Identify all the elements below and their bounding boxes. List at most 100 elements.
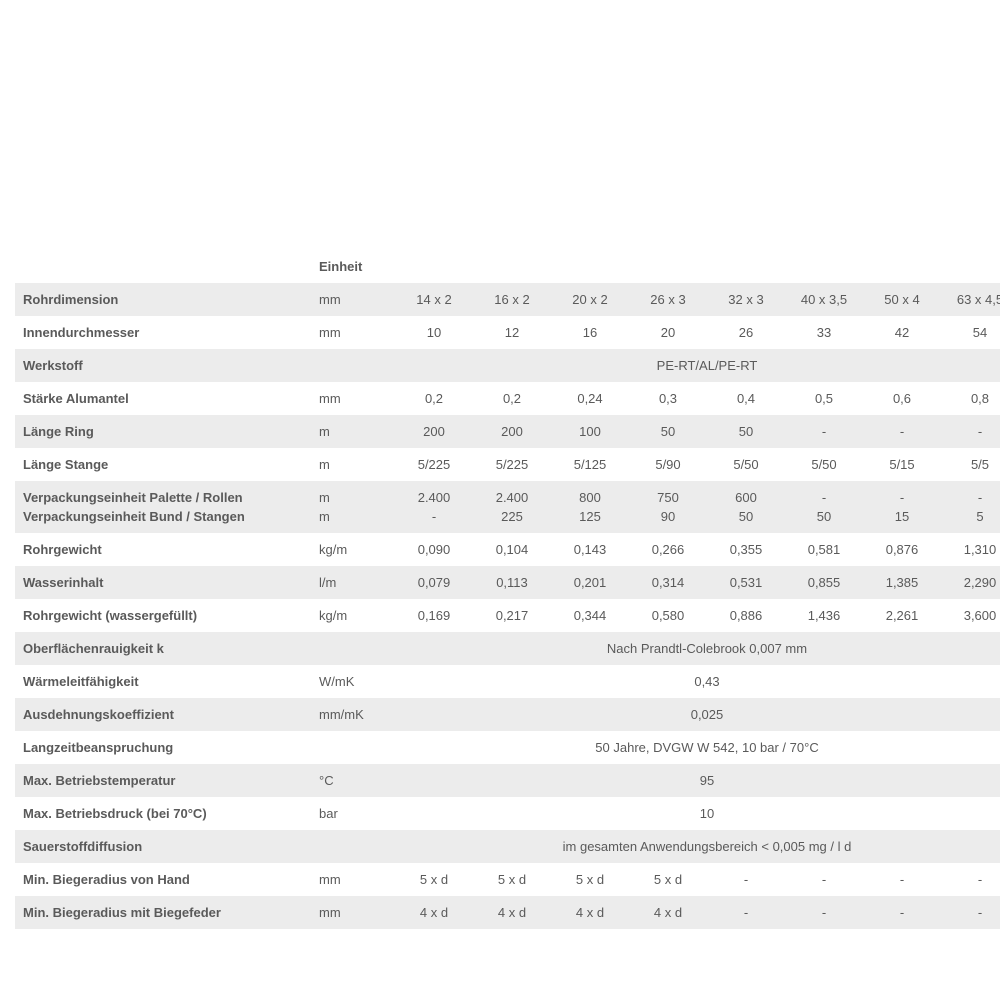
row-value: 750 — [629, 481, 707, 507]
row-unit: mm — [315, 316, 395, 349]
row-value: 200 — [473, 415, 551, 448]
row-label: Verpackungseinheit Bund / Stangen — [15, 507, 315, 533]
row-value: - — [785, 896, 863, 929]
table-row: Oberflächenrauigkeit kNach Prandtl-Coleb… — [15, 632, 1000, 665]
row-unit: l/m — [315, 566, 395, 599]
row-unit: mm — [315, 382, 395, 415]
row-label: Rohrgewicht (wassergefüllt) — [15, 599, 315, 632]
row-value: 15 — [863, 507, 941, 533]
table-row: Sauerstoffdiffusionim gesamten Anwendung… — [15, 830, 1000, 863]
row-label: Min. Biegeradius mit Biegefeder — [15, 896, 315, 929]
row-span-value: Nach Prandtl-Colebrook 0,007 mm — [395, 632, 1000, 665]
row-value: - — [941, 896, 1000, 929]
row-label: Rohrdimension — [15, 283, 315, 316]
row-value: 100 — [551, 415, 629, 448]
row-value: 0,24 — [551, 382, 629, 415]
row-value: 26 — [707, 316, 785, 349]
header-col — [785, 250, 863, 283]
row-value: 0,090 — [395, 533, 473, 566]
row-value: 0,143 — [551, 533, 629, 566]
row-value: 50 — [707, 415, 785, 448]
row-label: Sauerstoffdiffusion — [15, 830, 315, 863]
row-value: - — [785, 481, 863, 507]
table-row: Ausdehnungskoeffizientmm/mK0,025 — [15, 698, 1000, 731]
row-value: 5/125 — [551, 448, 629, 481]
row-value: - — [863, 481, 941, 507]
row-value: 0,886 — [707, 599, 785, 632]
row-label: Länge Ring — [15, 415, 315, 448]
row-label: Stärke Alumantel — [15, 382, 315, 415]
row-span-value: 95 — [395, 764, 1000, 797]
table-row: Min. Biegeradius von Handmm5 x d5 x d5 x… — [15, 863, 1000, 896]
row-value: 2.400 — [473, 481, 551, 507]
row-unit: mm — [315, 863, 395, 896]
table-row: Min. Biegeradius mit Biegefedermm4 x d4 … — [15, 896, 1000, 929]
row-value: 54 — [941, 316, 1000, 349]
table-row: Stärke Alumantelmm0,20,20,240,30,40,50,6… — [15, 382, 1000, 415]
row-unit: W/mK — [315, 665, 395, 698]
row-value: 12 — [473, 316, 551, 349]
row-unit: mm — [315, 896, 395, 929]
row-value: 50 — [707, 507, 785, 533]
table-row: Innendurchmessermm1012162026334254 — [15, 316, 1000, 349]
row-value: 14 x 2 — [395, 283, 473, 316]
row-value: 0,104 — [473, 533, 551, 566]
table-row: WerkstoffPE-RT/AL/PE-RT — [15, 349, 1000, 382]
row-value: 2,290 — [941, 566, 1000, 599]
row-value: 0,581 — [785, 533, 863, 566]
row-value: 0,266 — [629, 533, 707, 566]
row-label: Wärmeleitfähigkeit — [15, 665, 315, 698]
row-label: Rohrgewicht — [15, 533, 315, 566]
table-row: Länge Stangem5/2255/2255/1255/905/505/50… — [15, 448, 1000, 481]
row-value: 5/225 — [395, 448, 473, 481]
header-col — [863, 250, 941, 283]
row-value: 10 — [395, 316, 473, 349]
row-value: 63 x 4,5 — [941, 283, 1000, 316]
row-value: 0,2 — [395, 382, 473, 415]
row-value: 600 — [707, 481, 785, 507]
table-row: WärmeleitfähigkeitW/mK0,43 — [15, 665, 1000, 698]
row-value: 0,8 — [941, 382, 1000, 415]
header-unit-label: Einheit — [315, 250, 395, 283]
row-label: Ausdehnungskoeffizient — [15, 698, 315, 731]
table-row: Langzeitbeanspruchung 50 Jahre, DVGW W 54… — [15, 731, 1000, 764]
row-unit: °C — [315, 764, 395, 797]
row-value: 200 — [395, 415, 473, 448]
row-value: 16 x 2 — [473, 283, 551, 316]
header-col — [473, 250, 551, 283]
row-value: - — [785, 863, 863, 896]
row-value: 1,385 — [863, 566, 941, 599]
row-value: 0,531 — [707, 566, 785, 599]
row-value: 5 x d — [629, 863, 707, 896]
row-value: 40 x 3,5 — [785, 283, 863, 316]
row-value: 50 — [785, 507, 863, 533]
row-value: 0,5 — [785, 382, 863, 415]
header-row: Einheit — [15, 250, 1000, 283]
row-value: - — [941, 415, 1000, 448]
row-value: 5/50 — [785, 448, 863, 481]
row-span-value: PE-RT/AL/PE-RT — [395, 349, 1000, 382]
row-value: 0,355 — [707, 533, 785, 566]
table-row: Verpackungseinheit Bund / Stangenm-22512… — [15, 507, 1000, 533]
row-unit: kg/m — [315, 599, 395, 632]
row-value: 800 — [551, 481, 629, 507]
row-span-value: 50 Jahre, DVGW W 542, 10 bar / 70°C — [395, 731, 1000, 764]
row-value: 1,436 — [785, 599, 863, 632]
row-label: Verpackungseinheit Palette / Rollen — [15, 481, 315, 507]
table-row: Rohrgewichtkg/m0,0900,1040,1430,2660,355… — [15, 533, 1000, 566]
row-value: 4 x d — [395, 896, 473, 929]
row-value: 5 x d — [551, 863, 629, 896]
row-value: 0,4 — [707, 382, 785, 415]
row-unit — [315, 632, 395, 665]
row-unit: mm/mK — [315, 698, 395, 731]
row-value: 50 — [629, 415, 707, 448]
table-row: Rohrdimensionmm14 x 216 x 220 x 226 x 33… — [15, 283, 1000, 316]
header-col — [551, 250, 629, 283]
row-value: 0,169 — [395, 599, 473, 632]
row-label: Langzeitbeanspruchung — [15, 731, 315, 764]
table-row: Länge Ringm2002001005050--- — [15, 415, 1000, 448]
row-value: 4 x d — [473, 896, 551, 929]
row-value: 0,580 — [629, 599, 707, 632]
row-label: Wasserinhalt — [15, 566, 315, 599]
row-unit: m — [315, 415, 395, 448]
